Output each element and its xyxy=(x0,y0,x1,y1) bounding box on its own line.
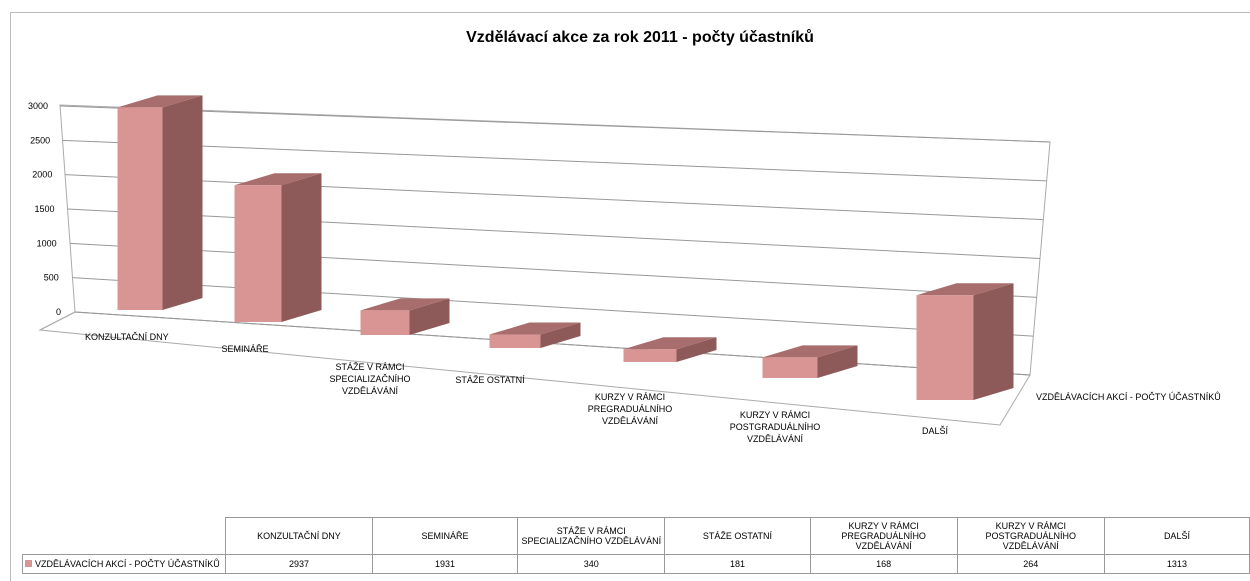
grid-line xyxy=(64,174,1044,221)
table-value: 2937 xyxy=(225,553,373,574)
chart-border xyxy=(10,12,1250,581)
chart-title: Vzdělávací akce za rok 2011 - počty účas… xyxy=(466,29,814,46)
x-tick-label: SEMINÁŘE xyxy=(221,344,268,354)
data-table: KONZULTAČNÍ DNY SEMINÁŘE STÁŽE V RÁMCI SPE… xyxy=(21,517,1250,574)
bar-side xyxy=(162,95,203,310)
table-value: 264 xyxy=(956,553,1105,574)
bar-top xyxy=(623,337,717,350)
table-header: STÁŽE OSTATNÍ xyxy=(664,517,811,555)
y-tick-label: 1500 xyxy=(34,204,54,214)
grid-line xyxy=(59,105,1051,143)
bar xyxy=(916,283,1014,400)
table-header: KONZULTAČNÍ DNY xyxy=(225,517,373,555)
table-header: KURZY V RÁMCI POSTGRADUÁLNÍHO VZDĚLÁVÁNÍ xyxy=(956,517,1105,555)
y-tick-label: 3000 xyxy=(28,101,48,111)
bar-top xyxy=(489,322,581,335)
table-corner xyxy=(22,517,227,555)
table-value: 1931 xyxy=(371,553,519,574)
bar-front xyxy=(623,349,677,362)
y-tick-label: 1000 xyxy=(37,238,57,248)
bar-top xyxy=(234,173,322,186)
grid-line xyxy=(67,208,1041,259)
table-header: KURZY V RÁMCI PREGRADUÁLNÍHO VZDĚLÁVÁNÍ xyxy=(809,517,958,555)
table-value: 1313 xyxy=(1103,553,1250,574)
grid-line xyxy=(62,139,1047,182)
bar xyxy=(234,173,322,322)
series-axis-label: VZDĚLÁVACÍCH AKCÍ - POČTY ÚČASTNÍKŮ xyxy=(1036,391,1221,402)
table-value: 340 xyxy=(517,553,666,574)
legend-key xyxy=(25,559,32,567)
table-header: DALŠÍ xyxy=(1103,517,1250,555)
bar-front xyxy=(762,357,818,378)
bar-side xyxy=(281,173,322,322)
y-axis xyxy=(39,311,76,331)
bar-front xyxy=(489,334,541,348)
table-series-cell: VZDĚLÁVACÍCH AKCÍ - POČTY ÚČASTNÍKŮ xyxy=(21,553,227,574)
bar xyxy=(117,95,203,310)
legend-label: VZDĚLÁVACÍCH AKCÍ - POČTY ÚČASTNÍKŮ xyxy=(35,558,220,569)
bar-top xyxy=(916,283,1014,296)
bar-top xyxy=(117,95,203,108)
y-tick-label: 500 xyxy=(44,273,59,283)
bar-side xyxy=(540,322,581,348)
bar-side xyxy=(409,298,450,335)
bar-front xyxy=(916,295,974,400)
bar-top xyxy=(360,298,450,311)
bar-front xyxy=(360,310,410,335)
bar xyxy=(762,345,858,378)
x-tick-label: KONZULTAČNÍ DNY xyxy=(85,332,169,342)
x-tick-label: KURZY V RÁMCI PREGRADUÁLNÍHO VZDĚLÁVÁNÍ xyxy=(588,392,673,426)
bar xyxy=(623,337,717,362)
bar xyxy=(489,322,581,348)
y-tick-label: 2000 xyxy=(32,170,52,180)
table-value: 168 xyxy=(809,553,958,574)
grid-line xyxy=(72,277,1034,337)
bar-side xyxy=(676,337,717,362)
bar-side xyxy=(817,345,858,378)
table-header: STÁŽE V RÁMCI SPECIALIZAČNÍHO VZDĚLÁVÁNÍ xyxy=(517,517,666,555)
table-header: SEMINÁŘE xyxy=(371,517,519,555)
bar-top xyxy=(762,345,858,358)
bar-front xyxy=(234,185,282,322)
bar-front xyxy=(117,107,163,310)
x-tick-label: STÁŽE OSTATNÍ xyxy=(455,375,525,385)
table-data-row: VZDĚLÁVACÍCH AKCÍ - POČTY ÚČASTNÍKŮ 2937 1… xyxy=(21,553,1250,574)
bar xyxy=(360,298,450,335)
y-tick-label: 0 xyxy=(56,307,61,317)
x-tick-label: STÁŽE V RÁMCI SPECIALIZAČNÍHO VZDĚLÁVÁNÍ xyxy=(329,362,410,396)
x-tick-label: DALŠÍ xyxy=(922,426,949,436)
grid-line xyxy=(69,242,1037,298)
table-header-row: KONZULTAČNÍ DNY SEMINÁŘE STÁŽE V RÁMCI SPE… xyxy=(22,517,1250,555)
y-tick-label: 2500 xyxy=(30,135,50,145)
table-value: 181 xyxy=(664,553,811,574)
x-tick-label: KURZY V RÁMCI POSTGRADUÁLNÍHO VZDĚLÁVÁNÍ xyxy=(730,410,821,444)
bar-side xyxy=(973,283,1014,400)
